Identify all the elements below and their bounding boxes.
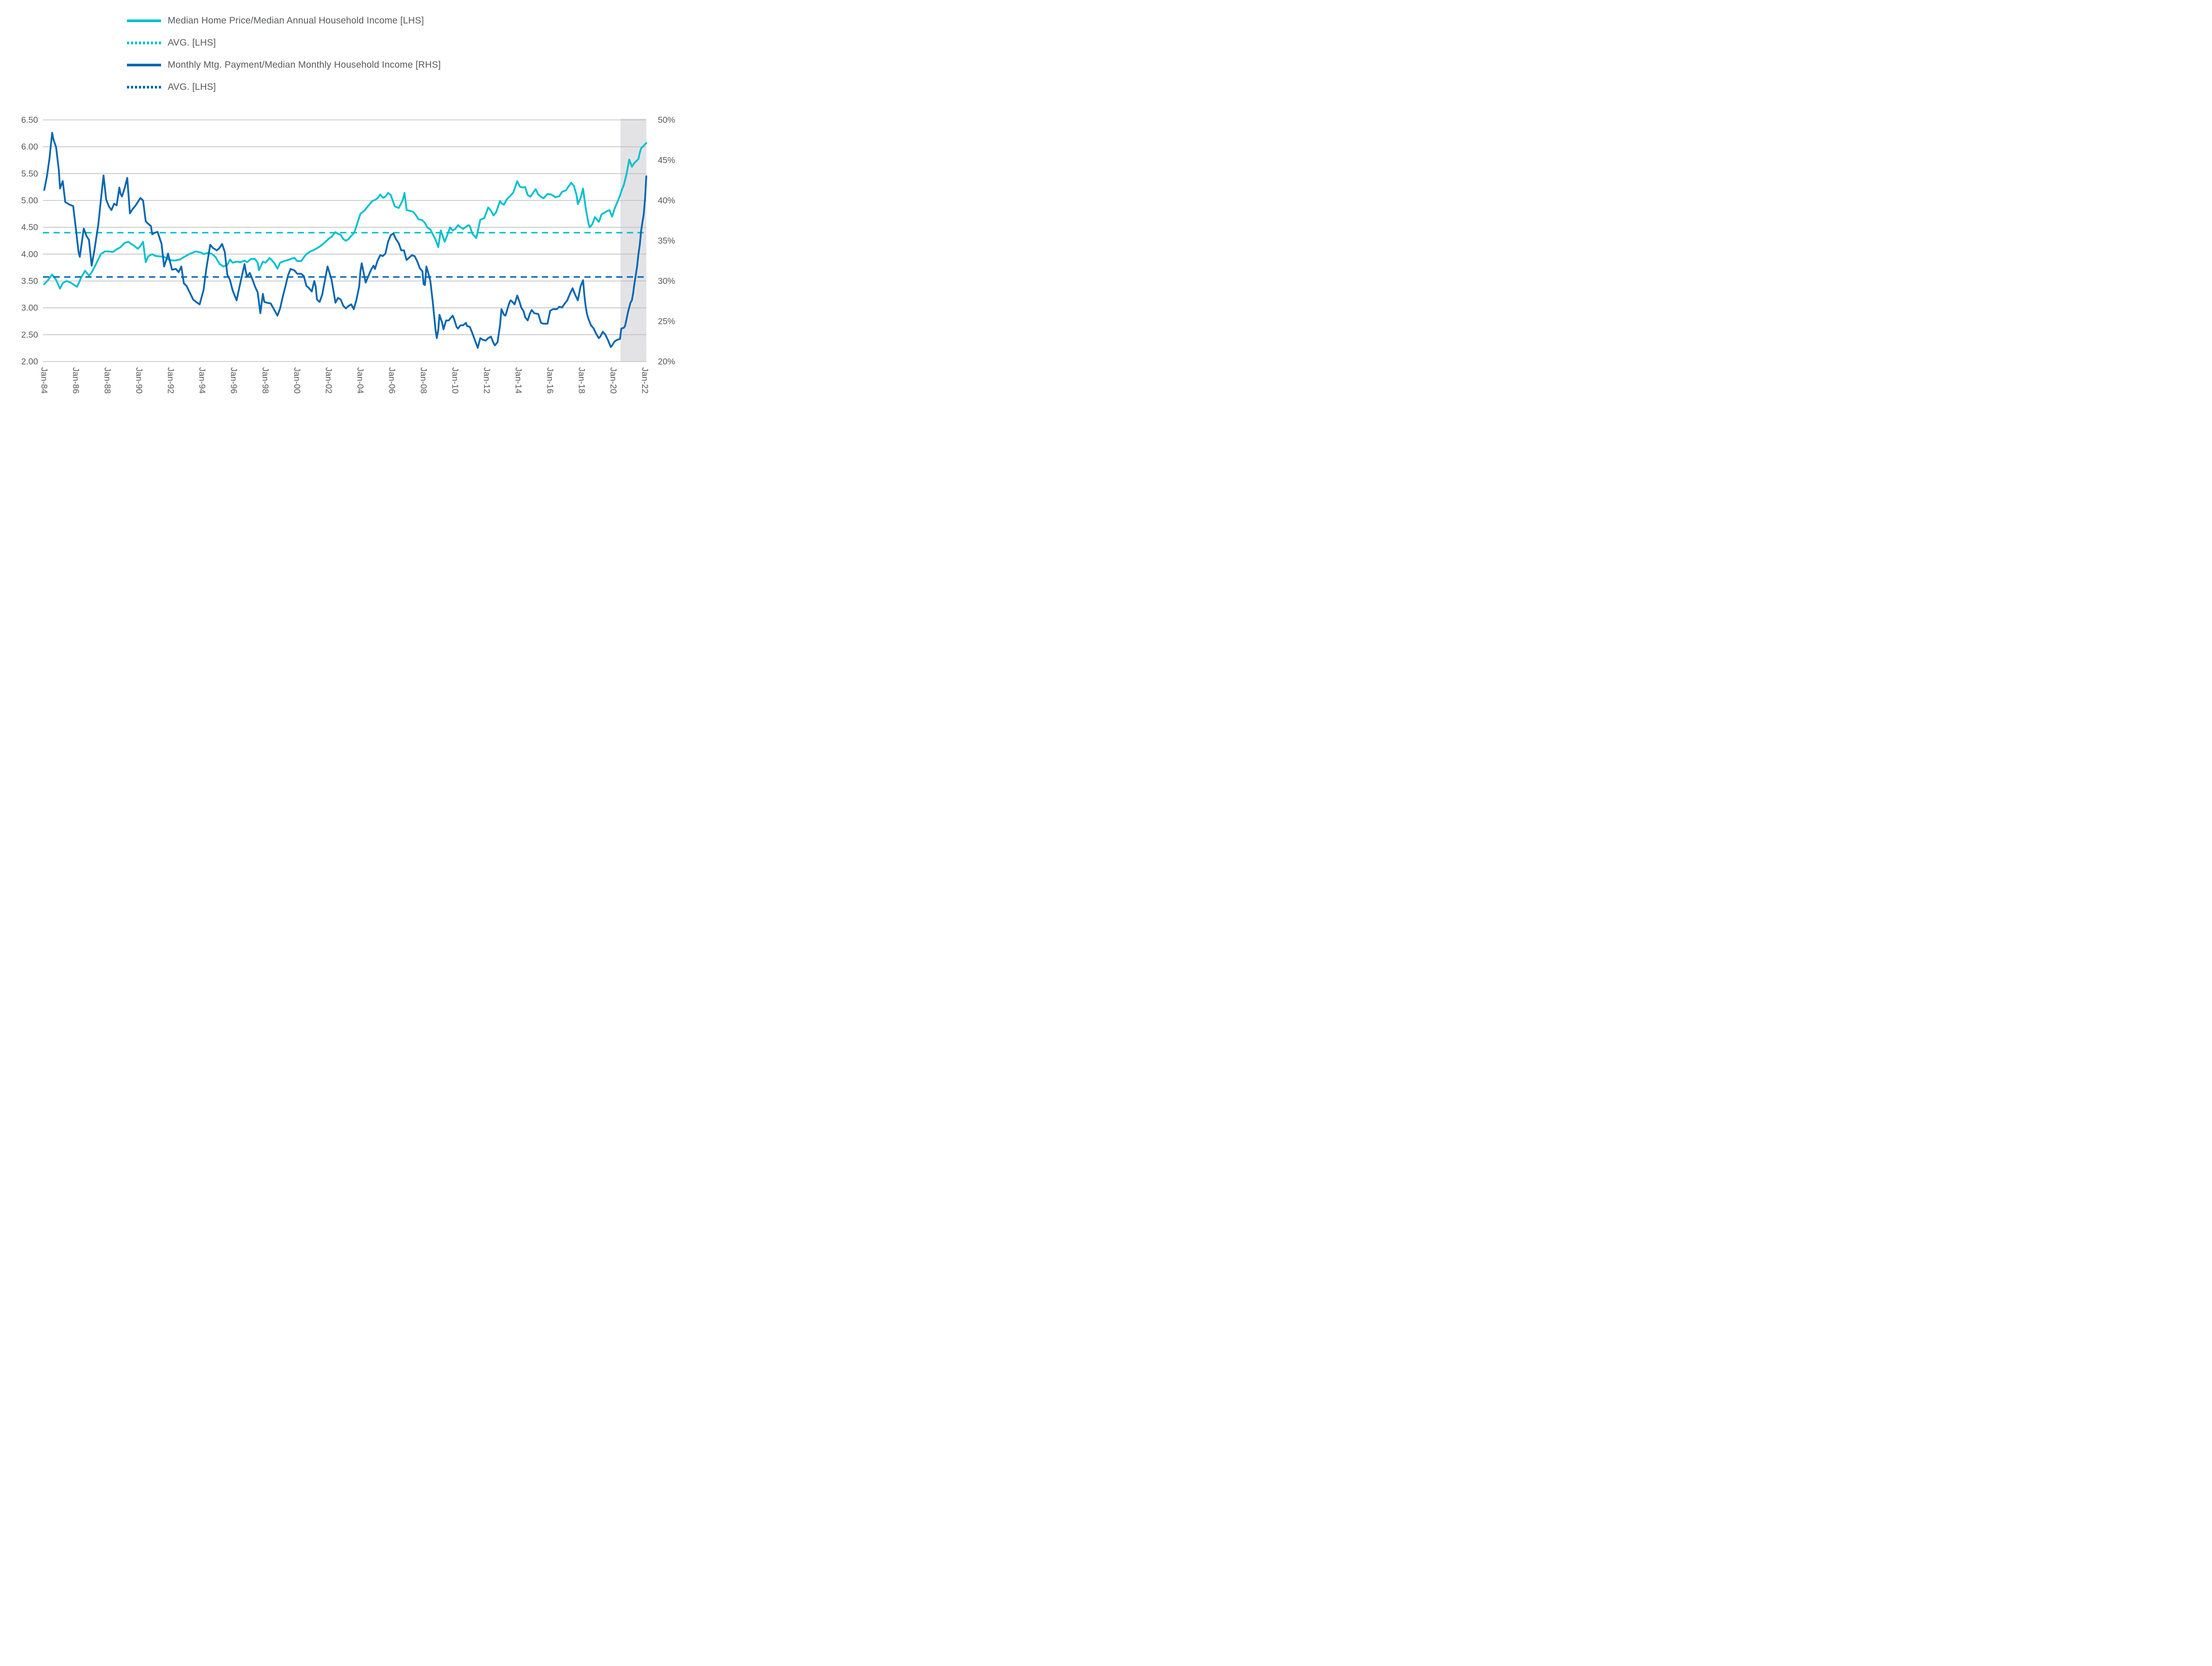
svg-text:Jan-18: Jan-18 bbox=[576, 367, 586, 394]
svg-text:35%: 35% bbox=[658, 236, 675, 246]
svg-text:Jan-14: Jan-14 bbox=[513, 367, 523, 394]
svg-text:Jan-08: Jan-08 bbox=[419, 367, 428, 394]
chart-page: { "colors": { "cyan": "#00c1ce", "blue":… bbox=[0, 0, 691, 416]
legend-label: AVG. [LHS] bbox=[168, 81, 216, 92]
svg-text:4.50: 4.50 bbox=[21, 223, 38, 232]
svg-text:50%: 50% bbox=[658, 115, 675, 125]
legend-item-avg-rhs: AVG. [LHS] bbox=[127, 78, 441, 96]
svg-text:5.50: 5.50 bbox=[21, 169, 38, 179]
legend-label: Median Home Price/Median Annual Househol… bbox=[168, 15, 424, 26]
chart-canvas: 6.50 6.00 5.50 5.00 4.50 4.00 3.50 3.00 2.50 2.00… bbox=[21, 115, 675, 394]
y-axis-left-labels: 6.50 6.00 5.50 5.00 4.50 4.00 3.50 3.00 2.50 2.00 bbox=[21, 115, 38, 367]
svg-text:Jan-12: Jan-12 bbox=[482, 367, 492, 394]
legend-label: AVG. [LHS] bbox=[168, 37, 216, 48]
svg-text:Jan-84: Jan-84 bbox=[39, 367, 49, 394]
svg-text:Jan-22: Jan-22 bbox=[640, 367, 649, 394]
svg-text:Jan-98: Jan-98 bbox=[261, 367, 270, 394]
svg-text:3.00: 3.00 bbox=[21, 303, 38, 313]
svg-text:6.50: 6.50 bbox=[21, 115, 38, 125]
svg-text:45%: 45% bbox=[658, 156, 675, 165]
chart-area: 6.50 6.00 5.50 5.00 4.50 4.00 3.50 3.00 2.50 2.00… bbox=[0, 0, 691, 416]
home-price-income-line bbox=[43, 142, 647, 289]
mtg-payment-income-line bbox=[43, 132, 647, 349]
y-axis-right-labels: 50% 45% 40% 35% 30% 25% 20% bbox=[658, 115, 675, 367]
svg-text:20%: 20% bbox=[658, 357, 675, 367]
legend-item-avg-lhs: AVG. [LHS] bbox=[127, 34, 441, 52]
svg-text:Jan-00: Jan-00 bbox=[292, 367, 302, 394]
svg-text:Jan-90: Jan-90 bbox=[134, 367, 144, 394]
svg-text:Jan-20: Jan-20 bbox=[608, 367, 618, 394]
svg-text:Jan-92: Jan-92 bbox=[165, 367, 175, 394]
x-axis-labels: Jan-84 Jan-86 Jan-88 Jan-90 Jan-92 Jan-94 Jan-… bbox=[39, 367, 649, 394]
blue-dashed-line-icon bbox=[127, 85, 161, 88]
svg-text:Jan-16: Jan-16 bbox=[545, 367, 555, 394]
blue-solid-line-icon bbox=[127, 63, 161, 66]
svg-text:Jan-04: Jan-04 bbox=[355, 367, 365, 394]
svg-text:30%: 30% bbox=[658, 277, 675, 286]
svg-text:2.50: 2.50 bbox=[21, 330, 38, 340]
series-lines bbox=[43, 132, 647, 349]
legend-label: Monthly Mtg. Payment/Median Monthly Hous… bbox=[168, 59, 441, 70]
legend-item-mtg-payment-income: Monthly Mtg. Payment/Median Monthly Hous… bbox=[127, 56, 441, 74]
svg-text:Jan-94: Jan-94 bbox=[197, 367, 207, 394]
shaded-recent-period bbox=[620, 119, 646, 362]
svg-text:Jan-96: Jan-96 bbox=[229, 367, 238, 394]
svg-text:6.00: 6.00 bbox=[21, 142, 38, 152]
legend-item-home-price-income: Median Home Price/Median Annual Househol… bbox=[127, 12, 441, 30]
svg-text:5.00: 5.00 bbox=[21, 196, 38, 206]
svg-text:2.00: 2.00 bbox=[21, 357, 38, 367]
svg-text:40%: 40% bbox=[658, 196, 675, 206]
svg-text:4.00: 4.00 bbox=[21, 250, 38, 259]
cyan-dashed-line-icon bbox=[127, 41, 161, 44]
svg-text:Jan-10: Jan-10 bbox=[450, 367, 460, 394]
svg-text:Jan-02: Jan-02 bbox=[324, 367, 334, 394]
svg-text:Jan-88: Jan-88 bbox=[102, 367, 112, 394]
svg-text:Jan-86: Jan-86 bbox=[71, 367, 81, 394]
chart-legend: Median Home Price/Median Annual Househol… bbox=[127, 12, 441, 96]
gridlines bbox=[43, 119, 646, 362]
svg-text:25%: 25% bbox=[658, 317, 675, 327]
svg-text:3.50: 3.50 bbox=[21, 277, 38, 286]
svg-text:Jan-06: Jan-06 bbox=[387, 367, 397, 394]
cyan-solid-line-icon bbox=[127, 19, 161, 22]
